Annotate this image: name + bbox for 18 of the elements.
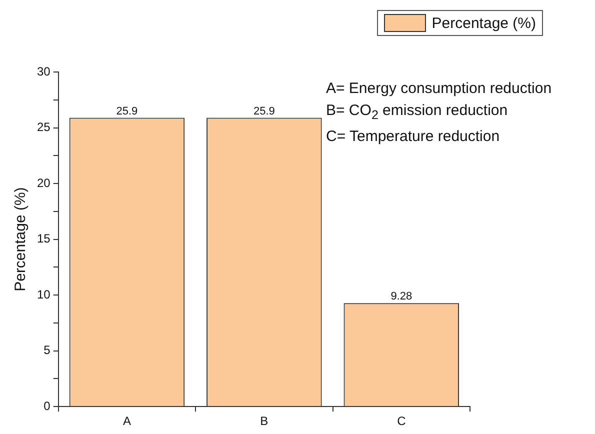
y-tick-label: 20: [36, 176, 51, 190]
x-tick-label: B: [260, 414, 268, 428]
y-tick-label: 25: [36, 120, 51, 134]
data-label: 25.9: [116, 105, 138, 118]
annotation: A= Energy consumption reduction: [326, 79, 552, 99]
y-tick-label: 10: [36, 287, 51, 302]
x-tick-label: C: [397, 414, 406, 428]
data-label: 25.9: [253, 105, 275, 118]
y-tick-label: 15: [36, 232, 51, 246]
text: Percentage (%): [432, 14, 536, 32]
annotation: B= CO$_{2}$ emission reduction: [326, 101, 509, 124]
y-tick-label: 5: [44, 343, 51, 358]
data-label: 9.28: [390, 290, 412, 303]
y-tick-label: 0: [44, 398, 51, 413]
annotation: C= Temperature reduction: [326, 127, 501, 147]
y-tick-label: 30: [36, 64, 51, 78]
y-axis-title: Percentage (%): [12, 187, 30, 292]
x-tick-label: A: [122, 414, 131, 428]
